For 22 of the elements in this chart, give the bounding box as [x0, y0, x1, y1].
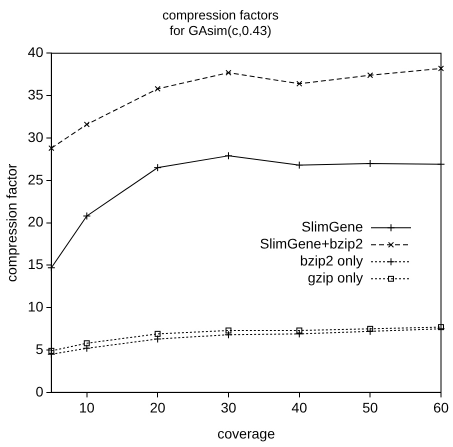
x-axis-title: coverage [217, 425, 276, 442]
x-tick-label: 10 [79, 400, 95, 416]
y-tick-label: 40 [28, 44, 44, 60]
y-tick-label: 10 [28, 298, 44, 314]
x-tick-label: 50 [362, 400, 378, 416]
x-tick-label: 60 [433, 400, 449, 416]
chart-title: compression factors for GAsim(c,0.43) [162, 7, 280, 38]
y-tick-label: 20 [28, 214, 44, 230]
x-tick-label: 20 [150, 400, 166, 416]
legend-label: SlimGene [302, 218, 364, 235]
legend-label: gzip only [308, 270, 363, 286]
x-tick-label: 40 [292, 400, 308, 416]
y-tick-label: 30 [28, 128, 44, 145]
y-tick-label: 0 [36, 383, 44, 400]
y-tick-label: 5 [36, 340, 44, 357]
legend-label: bzip2 only [300, 252, 363, 269]
x-tick-label: 30 [220, 400, 236, 416]
legend-label: SlimGene+bzip2 [260, 236, 364, 252]
y-tick-label: 15 [28, 256, 44, 272]
y-tick-label: 25 [28, 171, 44, 188]
y-axis-title: compression factor [3, 163, 20, 282]
y-tick-label: 35 [28, 86, 44, 102]
